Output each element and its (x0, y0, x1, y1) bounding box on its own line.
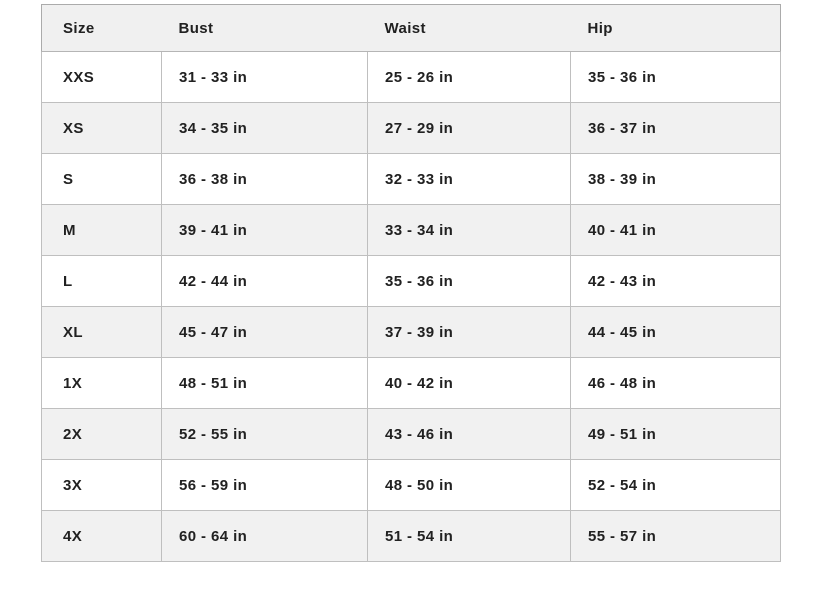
cell-hip: 36 - 37 in (570, 102, 781, 154)
cell-size: 3X (41, 459, 162, 511)
table-row: XXS 31 - 33 in 25 - 26 in 35 - 36 in (41, 51, 781, 103)
cell-size: L (41, 255, 162, 307)
cell-size: 2X (41, 408, 162, 460)
table-row: XL 45 - 47 in 37 - 39 in 44 - 45 in (41, 306, 781, 358)
cell-size: 1X (41, 357, 162, 409)
table-row: 1X 48 - 51 in 40 - 42 in 46 - 48 in (41, 357, 781, 409)
cell-hip: 52 - 54 in (570, 459, 781, 511)
cell-bust: 42 - 44 in (161, 255, 368, 307)
table-row: 2X 52 - 55 in 43 - 46 in 49 - 51 in (41, 408, 781, 460)
cell-bust: 34 - 35 in (161, 102, 368, 154)
cell-size: S (41, 153, 162, 205)
header-row: Size Bust Waist Hip (41, 4, 781, 52)
cell-waist: 48 - 50 in (367, 459, 571, 511)
cell-waist: 51 - 54 in (367, 510, 571, 562)
cell-hip: 38 - 39 in (570, 153, 781, 205)
cell-hip: 49 - 51 in (570, 408, 781, 460)
table-row: XS 34 - 35 in 27 - 29 in 36 - 37 in (41, 102, 781, 154)
cell-hip: 42 - 43 in (570, 255, 781, 307)
cell-waist: 43 - 46 in (367, 408, 571, 460)
cell-hip: 35 - 36 in (570, 51, 781, 103)
cell-bust: 56 - 59 in (161, 459, 368, 511)
cell-hip: 44 - 45 in (570, 306, 781, 358)
cell-waist: 40 - 42 in (367, 357, 571, 409)
table-row: S 36 - 38 in 32 - 33 in 38 - 39 in (41, 153, 781, 205)
cell-bust: 48 - 51 in (161, 357, 368, 409)
column-header-hip: Hip (570, 4, 781, 52)
table-body: XXS 31 - 33 in 25 - 26 in 35 - 36 in XS 34 - … (41, 51, 781, 562)
cell-waist: 27 - 29 in (367, 102, 571, 154)
cell-bust: 60 - 64 in (161, 510, 368, 562)
table-row: 4X 60 - 64 in 51 - 54 in 55 - 57 in (41, 510, 781, 562)
cell-waist: 25 - 26 in (367, 51, 571, 103)
cell-size: 4X (41, 510, 162, 562)
cell-waist: 33 - 34 in (367, 204, 571, 256)
cell-waist: 32 - 33 in (367, 153, 571, 205)
cell-hip: 55 - 57 in (570, 510, 781, 562)
table-row: M 39 - 41 in 33 - 34 in 40 - 41 in (41, 204, 781, 256)
cell-hip: 46 - 48 in (570, 357, 781, 409)
cell-size: XL (41, 306, 162, 358)
cell-hip: 40 - 41 in (570, 204, 781, 256)
column-header-waist: Waist (367, 4, 571, 52)
cell-bust: 31 - 33 in (161, 51, 368, 103)
table-row: 3X 56 - 59 in 48 - 50 in 52 - 54 in (41, 459, 781, 511)
cell-bust: 52 - 55 in (161, 408, 368, 460)
cell-bust: 45 - 47 in (161, 306, 368, 358)
column-header-size: Size (41, 4, 162, 52)
cell-size: XS (41, 102, 162, 154)
cell-bust: 36 - 38 in (161, 153, 368, 205)
cell-bust: 39 - 41 in (161, 204, 368, 256)
cell-size: M (41, 204, 162, 256)
size-chart-table: Size Bust Waist Hip XXS 31 - 33 in 25 - 26… (41, 4, 781, 562)
cell-size: XXS (41, 51, 162, 103)
table-row: L 42 - 44 in 35 - 36 in 42 - 43 in (41, 255, 781, 307)
cell-waist: 37 - 39 in (367, 306, 571, 358)
column-header-bust: Bust (161, 4, 368, 52)
cell-waist: 35 - 36 in (367, 255, 571, 307)
